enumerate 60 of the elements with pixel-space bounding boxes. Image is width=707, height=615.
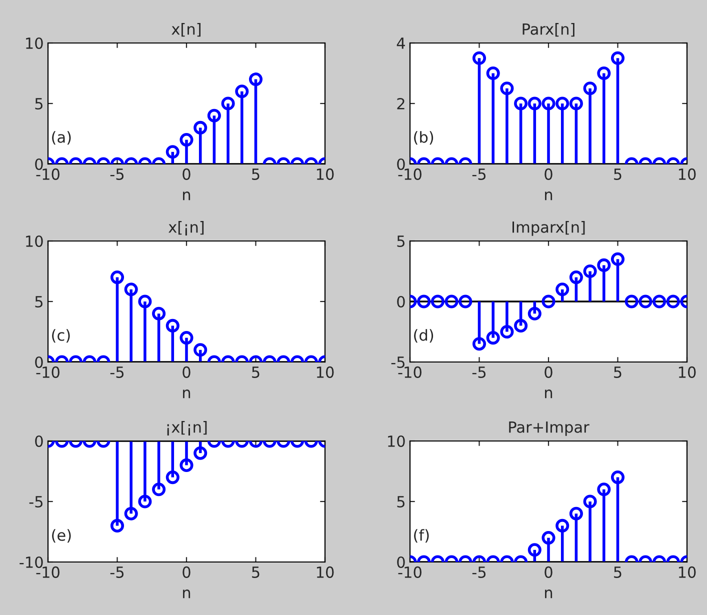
x-tick-label: 10 [678, 366, 696, 378]
y-tick-label: -10 [20, 556, 43, 568]
x-tick-label: 0 [182, 366, 190, 378]
x-tick-label: 10 [316, 366, 334, 378]
y-tick-label: 0 [397, 556, 405, 568]
x-tick-label: -5 [110, 366, 124, 378]
x-tick-label: 0 [182, 566, 190, 578]
chart-title: ¡x[¡n] [167, 421, 207, 436]
y-tick-label: 10 [26, 235, 43, 248]
chart-title: x[¡n] [168, 221, 204, 236]
x-tick-label: 10 [678, 168, 696, 180]
x-tick-label: -5 [472, 168, 486, 180]
y-tick-label: 0 [397, 158, 405, 170]
y-tick-label: 10 [26, 37, 43, 50]
x-axis-title: n [183, 590, 190, 598]
x-tick-label: 10 [678, 566, 696, 578]
x-tick-label: 5 [614, 168, 622, 180]
y-tick-label: 0 [397, 296, 405, 308]
x-axis-title: n [545, 390, 552, 398]
y-tick-label: 10 [388, 435, 405, 448]
annotation: (a) [52, 131, 71, 145]
y-tick-label: -5 [391, 356, 404, 368]
chart-title: Par+Impar [509, 422, 590, 436]
y-tick-label: -5 [29, 496, 42, 508]
y-tick-label: 5 [35, 296, 42, 308]
x-axis-title: n [183, 390, 190, 398]
y-tick-label: 2 [397, 98, 404, 110]
x-tick-label: 5 [252, 168, 260, 180]
annotation: (b) [414, 131, 434, 145]
x-tick-label: -5 [472, 566, 486, 578]
annotation: (d) [414, 329, 434, 343]
y-tick-label: 0 [35, 435, 43, 448]
annotation: (c) [52, 329, 70, 343]
x-tick-label: 10 [316, 168, 334, 180]
x-tick-label: -5 [472, 366, 486, 378]
annotation: (e) [52, 529, 71, 543]
chart-title: Imparx[n] [512, 221, 585, 236]
x-axis-title: n [183, 192, 190, 200]
x-tick-label: 5 [614, 566, 622, 578]
chart-title: Parx[n] [522, 23, 574, 37]
annotation: (f) [414, 529, 429, 543]
y-tick-label: 4 [396, 38, 405, 49]
x-axis-title: n [545, 590, 552, 598]
y-tick-label: 0 [35, 356, 43, 368]
x-tick-label: 0 [544, 168, 552, 180]
y-tick-label: 5 [397, 496, 404, 508]
x-axis-title: n [545, 192, 552, 200]
x-tick-label: 0 [544, 366, 552, 378]
y-tick-label: 0 [35, 158, 43, 170]
x-tick-label: 5 [252, 566, 260, 578]
x-tick-label: 0 [544, 566, 552, 578]
x-tick-label: -5 [110, 566, 124, 578]
x-tick-label: 5 [614, 366, 622, 378]
y-tick-label: 5 [35, 98, 42, 110]
x-tick-label: -5 [110, 168, 124, 180]
x-tick-label: 0 [182, 168, 190, 180]
chart-title: x[n] [172, 23, 201, 37]
x-tick-label: 10 [316, 566, 334, 578]
x-tick-label: 5 [252, 366, 260, 378]
y-tick-label: 5 [397, 236, 404, 248]
